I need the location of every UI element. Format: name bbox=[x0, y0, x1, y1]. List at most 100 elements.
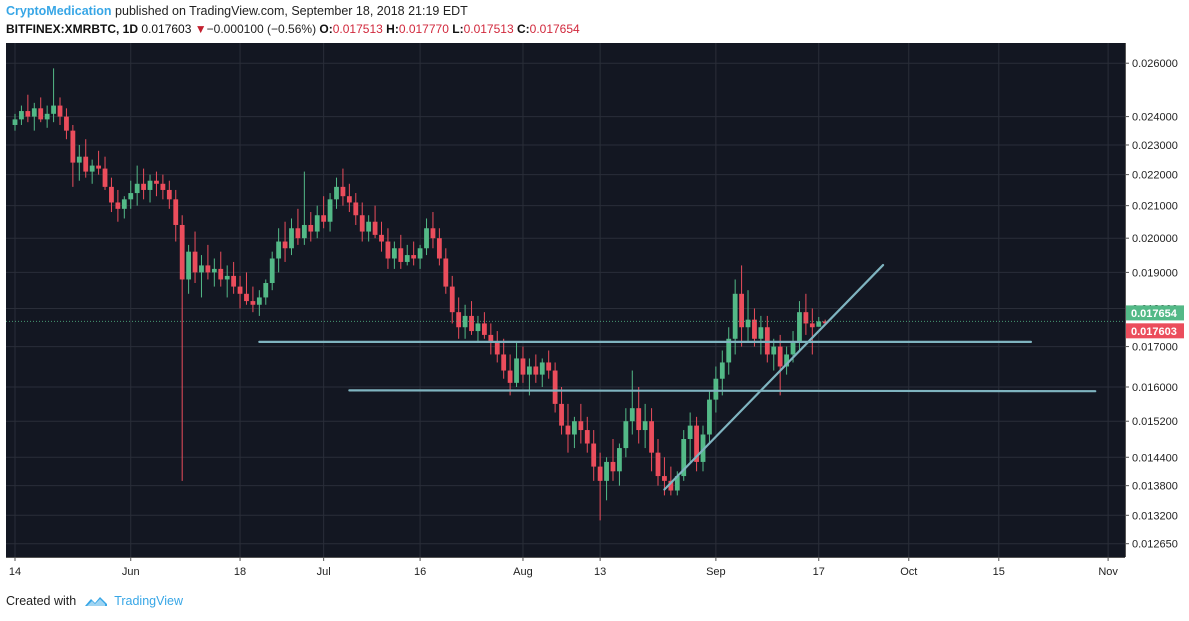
candle-body bbox=[141, 183, 146, 190]
candle-body bbox=[559, 403, 564, 426]
candle bbox=[610, 439, 616, 481]
candle-body bbox=[205, 265, 211, 273]
candle bbox=[89, 159, 95, 184]
trendline-resistance-support-lower bbox=[348, 389, 1097, 393]
candle-body bbox=[276, 241, 282, 259]
candle-body bbox=[25, 111, 31, 117]
candle-body bbox=[366, 221, 372, 232]
candle bbox=[501, 338, 507, 379]
candle bbox=[276, 228, 282, 273]
candle-body bbox=[19, 111, 24, 120]
candle-body bbox=[237, 286, 243, 294]
candle bbox=[391, 241, 397, 269]
candle-body bbox=[411, 255, 417, 259]
candle-body bbox=[379, 234, 384, 242]
candle bbox=[51, 68, 56, 123]
candle-body bbox=[494, 342, 500, 355]
candle-body bbox=[501, 354, 507, 371]
candle-body bbox=[134, 183, 140, 194]
x-tick-label: 17 bbox=[813, 566, 825, 578]
candle bbox=[649, 408, 654, 472]
candle bbox=[134, 165, 140, 206]
candle bbox=[449, 275, 455, 324]
candle bbox=[19, 105, 24, 125]
candle bbox=[752, 308, 757, 347]
candle bbox=[334, 177, 339, 209]
high-value: 0.017770 bbox=[398, 22, 449, 36]
candle-body bbox=[269, 258, 275, 284]
candle bbox=[604, 457, 609, 501]
candle bbox=[617, 443, 622, 486]
x-tick-label: Jun bbox=[122, 566, 140, 578]
candle bbox=[231, 261, 237, 294]
candles bbox=[12, 68, 828, 521]
author-link[interactable]: CryptoMedication bbox=[6, 4, 112, 18]
candle-body bbox=[617, 448, 622, 472]
candle-body bbox=[777, 346, 783, 367]
candle-body bbox=[649, 421, 654, 453]
candle bbox=[546, 350, 552, 379]
candle-body bbox=[173, 199, 179, 225]
candle bbox=[372, 205, 378, 239]
x-tick-label: Aug bbox=[513, 566, 533, 578]
candle bbox=[70, 124, 76, 187]
candle bbox=[250, 286, 256, 313]
candle-body bbox=[449, 286, 455, 313]
close-value: 0.017654 bbox=[529, 22, 580, 36]
candle-body bbox=[12, 119, 18, 125]
x-tick-label: 13 bbox=[594, 566, 606, 578]
price-badge-red bbox=[1126, 323, 1184, 339]
candle-body bbox=[192, 251, 198, 273]
close-label: C: bbox=[516, 22, 530, 36]
candle bbox=[353, 193, 359, 225]
candle bbox=[199, 255, 204, 298]
candle-body bbox=[752, 319, 757, 339]
candle bbox=[147, 174, 153, 203]
candle bbox=[777, 334, 783, 396]
candle bbox=[282, 221, 288, 262]
candle bbox=[784, 346, 789, 375]
candle bbox=[687, 412, 693, 462]
candle-body bbox=[584, 430, 590, 444]
candle-body bbox=[758, 327, 764, 339]
open-value: 0.017513 bbox=[332, 22, 383, 36]
candle bbox=[295, 208, 301, 245]
candle-body bbox=[372, 221, 378, 235]
candle-body bbox=[250, 301, 256, 305]
candle bbox=[57, 97, 63, 125]
candle bbox=[481, 312, 487, 339]
candle-body bbox=[578, 421, 584, 431]
candle bbox=[591, 430, 597, 481]
low-value: 0.017513 bbox=[463, 22, 514, 36]
y-tick-label: 0.013800 bbox=[1132, 481, 1178, 493]
candle bbox=[443, 248, 449, 294]
candle-body bbox=[456, 312, 462, 328]
y-tick-label: 0.017000 bbox=[1132, 342, 1178, 354]
candle-body bbox=[488, 334, 494, 343]
candle-body bbox=[797, 312, 802, 343]
candle bbox=[379, 221, 384, 252]
chart-area[interactable]: 0.026000 0.024000 0.023000 0.022000 0.021000… bbox=[0, 43, 1189, 584]
candle-body bbox=[520, 358, 526, 375]
candlestick-chart[interactable]: 0.026000 0.024000 0.023000 0.022000 0.021000… bbox=[0, 43, 1189, 584]
candle-body bbox=[96, 165, 101, 169]
symbol-label[interactable]: BITFINEX:XMRBTC, 1D bbox=[6, 22, 138, 36]
down-arrow-icon: ▼ bbox=[194, 22, 207, 36]
candle-body bbox=[604, 461, 609, 481]
candle bbox=[102, 156, 108, 190]
candle-body bbox=[591, 443, 597, 467]
candle-body bbox=[314, 215, 320, 232]
price-change: −0.000100 (−0.56%) bbox=[206, 22, 317, 36]
candle bbox=[642, 403, 648, 449]
candle bbox=[816, 317, 822, 327]
high-label: H: bbox=[386, 22, 399, 36]
candle-body bbox=[224, 275, 230, 280]
candle-body bbox=[115, 202, 121, 209]
candle bbox=[256, 290, 262, 316]
candle bbox=[237, 275, 243, 309]
candle bbox=[552, 362, 558, 413]
candle bbox=[430, 212, 436, 249]
published-text: published on TradingView.com, September … bbox=[115, 4, 468, 18]
tradingview-link[interactable]: TradingView bbox=[84, 594, 183, 608]
candle bbox=[404, 244, 410, 266]
